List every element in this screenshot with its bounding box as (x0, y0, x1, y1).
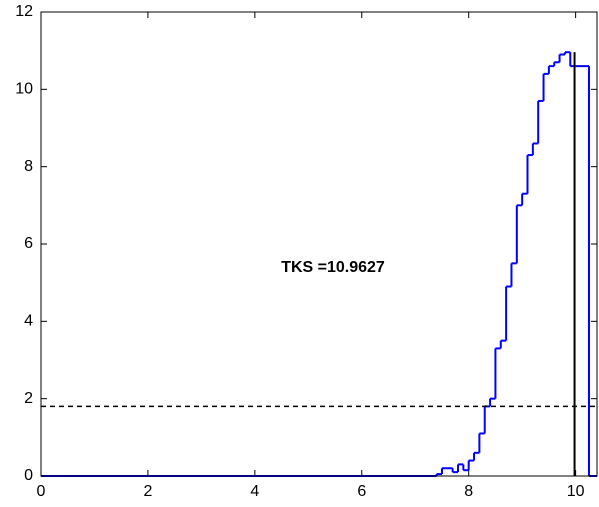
annotation: TKS =10.9627 (281, 259, 385, 276)
y-tick-label: 4 (24, 313, 33, 330)
y-tick-label: 0 (24, 467, 33, 484)
x-tick-label: 0 (37, 483, 46, 500)
y-tick-label: 8 (24, 158, 33, 175)
x-tick-label: 2 (143, 483, 152, 500)
y-tick-label: 12 (15, 3, 33, 20)
x-tick-label: 4 (250, 483, 259, 500)
y-tick-label: 10 (15, 81, 33, 98)
plot-frame (40, 11, 598, 477)
x-tick-label: 10 (567, 483, 585, 500)
y-tick-label: 6 (24, 235, 33, 252)
y-tick-label: 2 (24, 390, 33, 407)
x-tick-label: 6 (357, 483, 366, 500)
x-tick-label: 8 (464, 483, 473, 500)
